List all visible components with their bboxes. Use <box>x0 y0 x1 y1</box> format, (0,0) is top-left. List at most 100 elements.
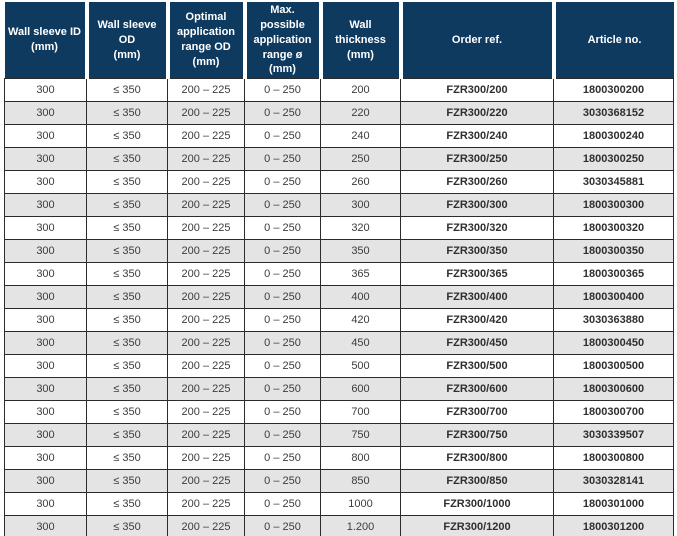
cell-article-no: 3030363880 <box>553 308 674 333</box>
table-row: 300 ≤ 350 200 – 225 0 – 250 600 FZR300/6… <box>4 377 674 402</box>
cell-wall-thickness: 600 <box>320 377 401 402</box>
cell-wall-thickness: 220 <box>320 101 401 126</box>
cell-article-no: 1800300800 <box>553 446 674 471</box>
table-row: 300 ≤ 350 200 – 225 0 – 250 420 FZR300/4… <box>4 308 674 333</box>
table-row: 300 ≤ 350 200 – 225 0 – 250 300 FZR300/3… <box>4 193 674 218</box>
table-row: 300 ≤ 350 200 – 225 0 – 250 850 FZR300/8… <box>4 469 674 494</box>
cell-max-range: 0 – 250 <box>244 216 321 241</box>
cell-wall-sleeve-od: ≤ 350 <box>86 423 168 448</box>
cell-order-ref: FZR300/220 <box>400 101 554 126</box>
cell-article-no: 1800300350 <box>553 239 674 264</box>
cell-optimal-range: 200 – 225 <box>167 262 245 287</box>
cell-wall-sleeve-od: ≤ 350 <box>86 170 168 195</box>
cell-max-range: 0 – 250 <box>244 492 321 517</box>
cell-article-no: 1800300240 <box>553 124 674 149</box>
cell-max-range: 0 – 250 <box>244 170 321 195</box>
cell-article-no: 1800301000 <box>553 492 674 517</box>
cell-wall-thickness: 420 <box>320 308 401 333</box>
cell-max-range: 0 – 250 <box>244 377 321 402</box>
table-row: 300 ≤ 350 200 – 225 0 – 250 800 FZR300/8… <box>4 446 674 471</box>
table-row: 300 ≤ 350 200 – 225 0 – 250 750 FZR300/7… <box>4 423 674 448</box>
cell-article-no: 1800300250 <box>553 147 674 172</box>
cell-wall-thickness: 1.200 <box>320 515 401 536</box>
cell-wall-sleeve-id: 300 <box>4 147 87 172</box>
cell-wall-sleeve-id: 300 <box>4 124 87 149</box>
column-header-wall-thickness: Wall thickness (mm) <box>318 2 401 79</box>
cell-optimal-range: 200 – 225 <box>167 147 245 172</box>
cell-optimal-range: 200 – 225 <box>167 78 245 103</box>
header-row: Wall sleeve ID (mm) Wall sleeve OD (mm) … <box>4 2 674 79</box>
cell-order-ref: FZR300/300 <box>400 193 554 218</box>
cell-wall-sleeve-id: 300 <box>4 262 87 287</box>
table-row: 300 ≤ 350 200 – 225 0 – 250 450 FZR300/4… <box>4 331 674 356</box>
column-header-optimal-range: Optimal application range OD (mm) <box>165 2 245 79</box>
cell-wall-thickness: 800 <box>320 446 401 471</box>
wall-sleeve-product-table: Wall sleeve ID (mm) Wall sleeve OD (mm) … <box>4 2 674 536</box>
table-row: 300 ≤ 350 200 – 225 0 – 250 260 FZR300/2… <box>4 170 674 195</box>
cell-optimal-range: 200 – 225 <box>167 239 245 264</box>
cell-article-no: 3030345881 <box>553 170 674 195</box>
cell-max-range: 0 – 250 <box>244 400 321 425</box>
table-row: 300 ≤ 350 200 – 225 0 – 250 400 FZR300/4… <box>4 285 674 310</box>
cell-wall-sleeve-id: 300 <box>4 308 87 333</box>
cell-order-ref: FZR300/260 <box>400 170 554 195</box>
table-row: 300 ≤ 350 200 – 225 0 – 250 1000 FZR300/… <box>4 492 674 517</box>
table-body: 300 ≤ 350 200 – 225 0 – 250 200 FZR300/2… <box>4 78 674 536</box>
cell-wall-sleeve-od: ≤ 350 <box>86 78 168 103</box>
column-header-article-no: Article no. <box>551 2 674 79</box>
product-table-container: Wall sleeve ID (mm) Wall sleeve OD (mm) … <box>4 2 674 536</box>
cell-wall-sleeve-od: ≤ 350 <box>86 193 168 218</box>
cell-wall-sleeve-od: ≤ 350 <box>86 308 168 333</box>
cell-max-range: 0 – 250 <box>244 285 321 310</box>
cell-optimal-range: 200 – 225 <box>167 170 245 195</box>
cell-max-range: 0 – 250 <box>244 308 321 333</box>
cell-wall-sleeve-id: 300 <box>4 446 87 471</box>
cell-wall-sleeve-id: 300 <box>4 216 87 241</box>
cell-wall-thickness: 750 <box>320 423 401 448</box>
cell-order-ref: FZR300/850 <box>400 469 554 494</box>
cell-optimal-range: 200 – 225 <box>167 124 245 149</box>
cell-wall-sleeve-id: 300 <box>4 101 87 126</box>
cell-max-range: 0 – 250 <box>244 193 321 218</box>
cell-wall-thickness: 400 <box>320 285 401 310</box>
cell-wall-sleeve-id: 300 <box>4 331 87 356</box>
cell-wall-thickness: 700 <box>320 400 401 425</box>
cell-max-range: 0 – 250 <box>244 101 321 126</box>
cell-wall-sleeve-od: ≤ 350 <box>86 262 168 287</box>
cell-wall-sleeve-id: 300 <box>4 492 87 517</box>
column-header-wall-sleeve-id: Wall sleeve ID (mm) <box>4 2 87 79</box>
cell-article-no: 1800300600 <box>553 377 674 402</box>
cell-max-range: 0 – 250 <box>244 78 321 103</box>
cell-wall-thickness: 365 <box>320 262 401 287</box>
table-row: 300 ≤ 350 200 – 225 0 – 250 1.200 FZR300… <box>4 515 674 536</box>
cell-wall-sleeve-od: ≤ 350 <box>86 216 168 241</box>
cell-order-ref: FZR300/1000 <box>400 492 554 517</box>
cell-wall-sleeve-od: ≤ 350 <box>86 515 168 536</box>
cell-wall-sleeve-od: ≤ 350 <box>86 331 168 356</box>
cell-order-ref: FZR300/750 <box>400 423 554 448</box>
cell-wall-sleeve-id: 300 <box>4 285 87 310</box>
cell-wall-thickness: 300 <box>320 193 401 218</box>
cell-order-ref: FZR300/1200 <box>400 515 554 536</box>
cell-wall-thickness: 500 <box>320 354 401 379</box>
cell-wall-thickness: 240 <box>320 124 401 149</box>
cell-wall-sleeve-od: ≤ 350 <box>86 469 168 494</box>
cell-optimal-range: 200 – 225 <box>167 400 245 425</box>
cell-wall-thickness: 320 <box>320 216 401 241</box>
table-header: Wall sleeve ID (mm) Wall sleeve OD (mm) … <box>4 2 674 79</box>
table-row: 300 ≤ 350 200 – 225 0 – 250 200 FZR300/2… <box>4 78 674 103</box>
cell-optimal-range: 200 – 225 <box>167 446 245 471</box>
cell-wall-sleeve-od: ≤ 350 <box>86 124 168 149</box>
cell-max-range: 0 – 250 <box>244 239 321 264</box>
cell-wall-sleeve-id: 300 <box>4 170 87 195</box>
cell-article-no: 1800300500 <box>553 354 674 379</box>
column-header-max-range: Max. possible application range ø (mm) <box>242 2 321 79</box>
cell-wall-thickness: 1000 <box>320 492 401 517</box>
cell-wall-sleeve-id: 300 <box>4 515 87 536</box>
cell-wall-thickness: 350 <box>320 239 401 264</box>
table-row: 300 ≤ 350 200 – 225 0 – 250 500 FZR300/5… <box>4 354 674 379</box>
cell-wall-sleeve-od: ≤ 350 <box>86 285 168 310</box>
cell-optimal-range: 200 – 225 <box>167 308 245 333</box>
cell-wall-sleeve-od: ≤ 350 <box>86 492 168 517</box>
